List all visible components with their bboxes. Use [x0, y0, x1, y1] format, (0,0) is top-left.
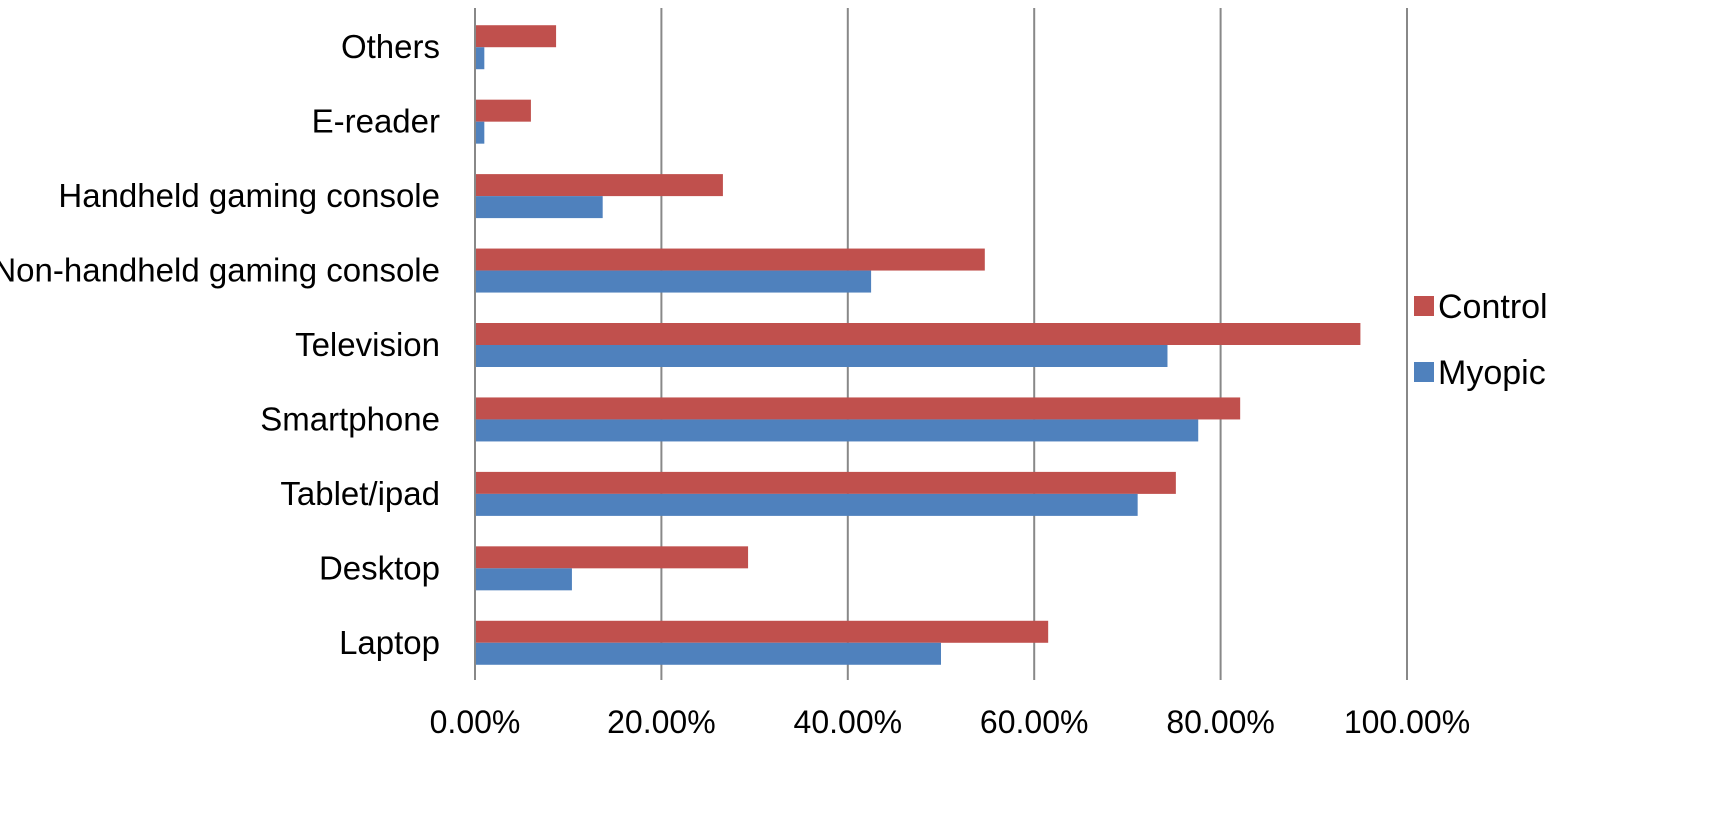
x-tick-label-1: 20.00%: [607, 704, 716, 740]
category-labels: Laptop Desktop Tablet/ipad Smartphone Televi…: [0, 28, 440, 661]
category-label-8: Others: [341, 28, 440, 65]
bar-control-1: [475, 546, 749, 569]
bar-control-7: [475, 99, 531, 122]
legend-swatch-myopic: [1414, 362, 1434, 382]
x-tick-label-3: 60.00%: [980, 704, 1089, 740]
bar-myopic-5: [475, 270, 872, 293]
x-tick-label-5: 100.00%: [1344, 704, 1470, 740]
bar-control-4: [475, 323, 1361, 345]
category-label-1: Desktop: [319, 549, 440, 586]
bar-myopic-3: [475, 419, 1199, 442]
legend-swatch-control: [1414, 296, 1434, 316]
bar-control-8: [475, 25, 557, 48]
category-label-3: Smartphone: [260, 400, 440, 437]
bar-control-5: [475, 248, 985, 271]
x-tick-label-0: 0.00%: [430, 704, 521, 740]
category-label-7: E-reader: [312, 103, 440, 140]
bar-control-6: [475, 174, 723, 197]
category-label-0: Laptop: [339, 624, 440, 661]
bar-myopic-8: [475, 47, 485, 70]
bar-myopic-2: [475, 493, 1138, 516]
x-tick-label-4: 80.00%: [1166, 704, 1275, 740]
category-label-5: Non-handheld gaming console: [0, 252, 440, 289]
legend: Control Myopic: [1414, 288, 1548, 392]
bar-control-3: [475, 397, 1241, 420]
category-label-4: Television: [295, 326, 440, 363]
x-tick-labels: 0.00% 20.00% 40.00% 60.00% 80.00% 100.00%: [430, 704, 1471, 740]
bar-myopic-1: [475, 568, 572, 591]
bar-control-2: [475, 471, 1176, 494]
category-label-6: Handheld gaming console: [58, 177, 440, 214]
bars: [475, 25, 1361, 665]
category-label-2: Tablet/ipad: [280, 475, 440, 512]
bar-control-0: [475, 620, 1049, 643]
x-tick-label-2: 40.00%: [794, 704, 903, 740]
bar-myopic-0: [475, 642, 941, 665]
bar-myopic-7: [475, 121, 485, 144]
bar-myopic-6: [475, 196, 603, 219]
legend-label-myopic: Myopic: [1438, 354, 1546, 392]
legend-label-control: Control: [1438, 288, 1548, 326]
bar-myopic-4: [475, 345, 1168, 367]
